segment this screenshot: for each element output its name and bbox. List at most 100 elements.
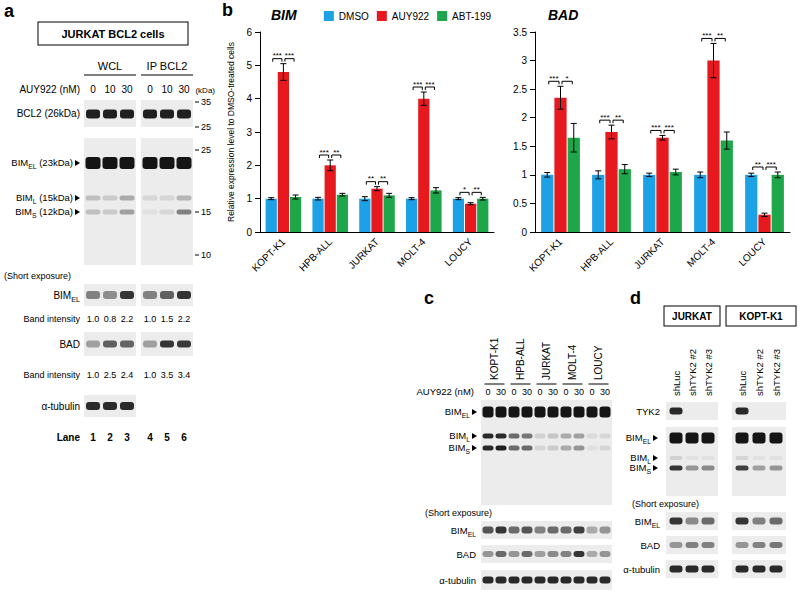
- svg-text:**: **: [615, 113, 621, 122]
- svg-text:2.4: 2.4: [121, 370, 134, 380]
- svg-text:KOPT-K1: KOPT-K1: [250, 236, 288, 274]
- svg-text:1: 1: [246, 193, 252, 204]
- svg-text:shTYK2 #2: shTYK2 #2: [687, 349, 698, 396]
- svg-text:1: 1: [90, 432, 96, 443]
- svg-text:3.5: 3.5: [161, 370, 174, 380]
- svg-text:HPB-ALL: HPB-ALL: [297, 236, 335, 274]
- svg-text:***: ***: [664, 123, 673, 132]
- svg-text:JURKAT: JURKAT: [346, 236, 381, 271]
- svg-text:3: 3: [521, 55, 527, 66]
- svg-text:2: 2: [246, 160, 252, 171]
- svg-text:BIMEL: BIMEL: [635, 516, 660, 529]
- svg-text:KOPT-K1: KOPT-K1: [527, 236, 565, 274]
- svg-text:ABT-199: ABT-199: [452, 11, 491, 22]
- svg-text:LOUCY: LOUCY: [736, 236, 768, 268]
- svg-text:***: ***: [425, 80, 434, 89]
- svg-text:BIMEL: BIMEL: [451, 525, 476, 538]
- svg-text:3: 3: [246, 127, 252, 138]
- svg-text:*: *: [566, 74, 569, 83]
- svg-text:***: ***: [600, 113, 609, 122]
- svg-text:***: ***: [651, 123, 660, 132]
- svg-text:***: ***: [549, 74, 558, 83]
- svg-text:BIM: BIM: [271, 7, 297, 23]
- svg-text:30: 30: [121, 84, 133, 95]
- svg-text:2.5: 2.5: [513, 84, 527, 95]
- svg-text:1.0: 1.0: [87, 370, 100, 380]
- svg-text:(kDa): (kDa): [195, 86, 215, 95]
- svg-text:MOLT-4: MOLT-4: [567, 344, 578, 380]
- svg-text:***: ***: [319, 148, 328, 157]
- svg-text:1.0: 1.0: [87, 314, 100, 324]
- svg-text:a: a: [4, 1, 15, 21]
- svg-text:BIMEL (23kDa): BIMEL (23kDa): [11, 157, 73, 170]
- svg-text:30: 30: [522, 387, 532, 397]
- svg-text:**: **: [717, 31, 723, 40]
- svg-text:TYK2: TYK2: [636, 406, 660, 417]
- svg-text:10: 10: [104, 84, 116, 95]
- svg-text:2.2: 2.2: [121, 314, 134, 324]
- svg-text:KOPT-K1: KOPT-K1: [489, 337, 500, 380]
- svg-text:0: 0: [521, 227, 527, 238]
- svg-text:***: ***: [702, 31, 711, 40]
- svg-text:α-tubulin: α-tubulin: [41, 401, 80, 412]
- svg-text:***: ***: [273, 51, 282, 60]
- svg-text:AUY922: AUY922: [392, 11, 430, 22]
- svg-text:LOUCY: LOUCY: [593, 345, 604, 380]
- svg-text:α-tubulin: α-tubulin: [439, 575, 476, 586]
- svg-text:0.5: 0.5: [513, 198, 527, 209]
- svg-text:MOLT-4: MOLT-4: [395, 236, 428, 269]
- svg-text:KOPT-K1: KOPT-K1: [739, 311, 783, 322]
- svg-text:15: 15: [201, 207, 211, 217]
- svg-text:1.5: 1.5: [161, 314, 174, 324]
- svg-text:**: **: [368, 174, 374, 183]
- svg-text:30: 30: [548, 387, 558, 397]
- svg-text:5: 5: [246, 60, 252, 71]
- svg-text:HPB-ALL: HPB-ALL: [515, 338, 526, 380]
- svg-text:MOLT-4: MOLT-4: [685, 236, 718, 269]
- svg-text:10: 10: [201, 250, 211, 260]
- svg-text:**: **: [474, 185, 480, 194]
- svg-text:***: ***: [766, 160, 775, 169]
- svg-text:JURKAT: JURKAT: [672, 311, 712, 322]
- svg-text:shTYK2 #3: shTYK2 #3: [771, 349, 782, 396]
- svg-text:Band intensity: Band intensity: [23, 314, 80, 324]
- svg-text:BAD: BAD: [456, 549, 476, 560]
- svg-text:2: 2: [521, 112, 527, 123]
- svg-text:BIMEL: BIMEL: [626, 432, 651, 445]
- svg-text:1: 1: [521, 169, 527, 180]
- svg-text:b: b: [222, 0, 233, 20]
- svg-text:c: c: [424, 288, 434, 308]
- svg-text:30: 30: [178, 84, 190, 95]
- svg-text:Relative expression level to D: Relative expression level to DMSO-treate…: [226, 42, 236, 222]
- svg-text:**: **: [333, 148, 339, 157]
- svg-text:2: 2: [107, 432, 113, 443]
- svg-text:shTYK2 #2: shTYK2 #2: [754, 349, 765, 396]
- svg-text:BAD: BAD: [640, 540, 660, 551]
- svg-text:BAD: BAD: [59, 339, 80, 350]
- svg-text:0.8: 0.8: [104, 314, 117, 324]
- svg-text:0: 0: [589, 387, 594, 397]
- svg-text:shTYK2 #3: shTYK2 #3: [703, 349, 714, 396]
- svg-text:30: 30: [574, 387, 584, 397]
- svg-text:(Short exposure): (Short exposure): [4, 271, 71, 281]
- svg-text:IP BCL2: IP BCL2: [147, 60, 188, 72]
- svg-text:2.2: 2.2: [178, 314, 191, 324]
- svg-text:BIMEL: BIMEL: [445, 406, 470, 419]
- svg-text:3: 3: [124, 432, 130, 443]
- svg-text:HPB-ALL: HPB-ALL: [578, 236, 616, 274]
- svg-text:BIML (15kDa): BIML (15kDa): [16, 192, 73, 205]
- svg-text:AUY922 (nM): AUY922 (nM): [19, 84, 80, 95]
- svg-text:30: 30: [496, 387, 506, 397]
- svg-text:BIMEL: BIMEL: [53, 290, 80, 304]
- svg-text:BCL2 (26kDa): BCL2 (26kDa): [17, 108, 80, 119]
- svg-text:0: 0: [563, 387, 568, 397]
- svg-text:4: 4: [147, 432, 153, 443]
- svg-text:1.0: 1.0: [144, 370, 157, 380]
- svg-text:6: 6: [246, 27, 252, 38]
- svg-text:4: 4: [246, 93, 252, 104]
- svg-text:3.5: 3.5: [513, 27, 527, 38]
- svg-text:0: 0: [511, 387, 516, 397]
- svg-text:0: 0: [90, 84, 96, 95]
- svg-text:shLuc: shLuc: [671, 370, 682, 396]
- svg-text:JURKAT: JURKAT: [541, 342, 552, 380]
